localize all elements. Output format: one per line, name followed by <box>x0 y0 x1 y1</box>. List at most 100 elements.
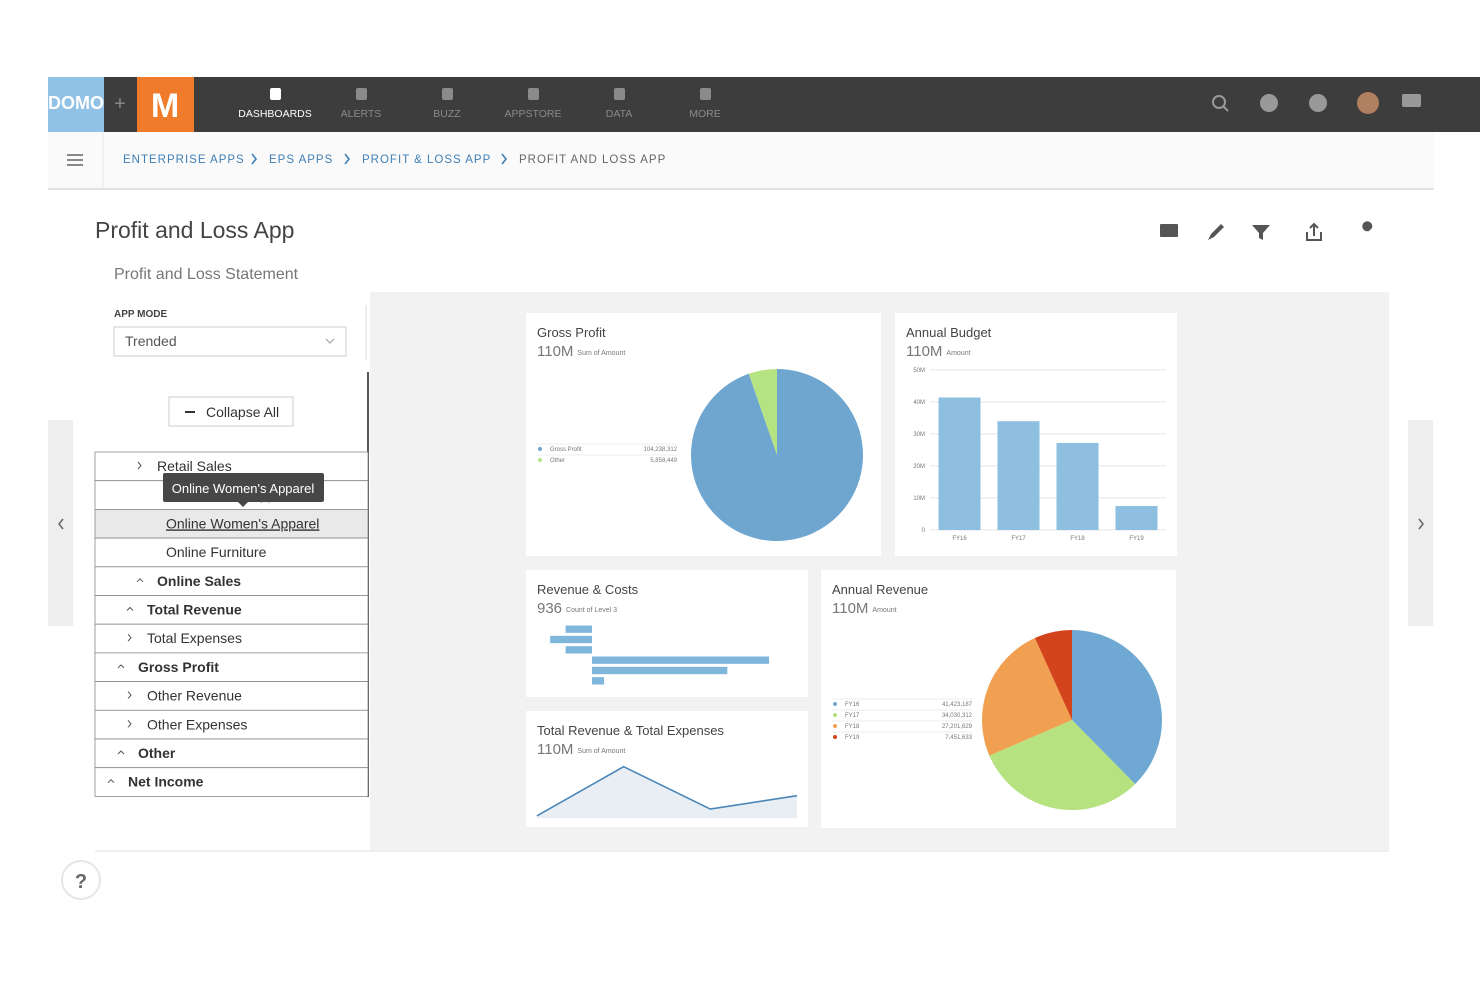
breadcrumb: PROFIT AND LOSS APP <box>519 154 666 166</box>
nav-item[interactable]: MORE <box>689 108 721 120</box>
tree-row[interactable] <box>94 623 369 654</box>
y-tick-label: 50M <box>913 368 925 374</box>
bar[interactable] <box>592 656 770 664</box>
tree-row[interactable] <box>94 595 369 625</box>
bar[interactable] <box>1056 442 1099 530</box>
settings-button[interactable] <box>1360 221 1373 240</box>
tree-row[interactable] <box>94 537 369 568</box>
expand-icon[interactable] <box>127 633 132 642</box>
card-summary: 110M <box>832 600 868 617</box>
nav-icon[interactable] <box>700 88 711 100</box>
nav-icon[interactable] <box>528 88 539 100</box>
comment-button[interactable] <box>1160 224 1178 237</box>
bar[interactable] <box>997 421 1040 530</box>
bar[interactable] <box>550 635 592 644</box>
nav-icon[interactable] <box>614 88 625 100</box>
menu-icon[interactable] <box>67 154 83 166</box>
nav-icon[interactable] <box>270 88 281 100</box>
tree-label[interactable]: Retail Sales <box>157 458 232 474</box>
collapse-icon[interactable] <box>107 778 115 784</box>
y-tick-label: 40M <box>913 400 925 406</box>
nav-icon[interactable] <box>356 88 367 100</box>
search-icon-handle <box>1222 105 1229 112</box>
breadcrumb[interactable]: ENTERPRISE APPS <box>123 154 245 166</box>
tree-label[interactable]: Other Expenses <box>147 716 247 732</box>
bar[interactable] <box>1115 506 1158 530</box>
tree-label[interactable]: Online Women's Apparel <box>166 515 319 531</box>
add-icon[interactable] <box>1260 94 1278 112</box>
card-summary-label: Amount <box>872 607 896 614</box>
tree-row[interactable] <box>94 738 369 769</box>
nav-item[interactable]: ALERTS <box>341 108 382 120</box>
collapse-icon[interactable] <box>117 750 125 755</box>
tree-row[interactable] <box>94 681 369 711</box>
card-title: Annual Budget <box>906 325 992 340</box>
bar[interactable] <box>565 646 592 654</box>
tree-label[interactable]: Online Sales <box>157 573 241 589</box>
search-icon[interactable] <box>1212 95 1226 109</box>
expand-icon[interactable] <box>127 691 132 699</box>
breadcrumb[interactable]: EPS APPS <box>269 154 333 166</box>
nav-icon[interactable] <box>442 88 453 100</box>
tree-row[interactable] <box>94 508 369 539</box>
pie-slice[interactable] <box>1034 630 1072 720</box>
logo[interactable]: DOMO <box>48 93 104 113</box>
expand-icon[interactable] <box>127 719 132 728</box>
next-panel[interactable] <box>1408 420 1433 626</box>
tree-label[interactable]: Online Furniture <box>166 544 267 560</box>
collapse-icon[interactable] <box>117 664 125 669</box>
tree-label[interactable]: Total Revenue <box>147 602 242 618</box>
nav-item[interactable]: DASHBOARDS <box>238 108 312 120</box>
legend-value: 27,201,629 <box>942 724 973 730</box>
avatar[interactable] <box>1357 92 1379 114</box>
tree-label[interactable]: Other <box>138 745 176 761</box>
tree-row[interactable] <box>94 709 369 740</box>
help-label[interactable]: ? <box>75 871 87 893</box>
tree-label[interactable]: Total Expenses <box>147 630 242 646</box>
tree-row[interactable] <box>94 767 369 797</box>
y-tick-label: 30M <box>913 432 925 438</box>
legend-dot <box>538 458 542 462</box>
legend-dot <box>833 713 837 717</box>
breadcrumb-bar <box>48 132 1434 189</box>
collapse-icon[interactable] <box>126 606 134 611</box>
brand[interactable]: M <box>151 87 179 125</box>
bar[interactable] <box>592 666 728 675</box>
app-mode-value[interactable]: Trended <box>125 333 177 349</box>
filter-button[interactable] <box>1252 225 1270 240</box>
navbar <box>48 77 1480 132</box>
chat-icon[interactable] <box>1402 94 1421 107</box>
share-button[interactable] <box>1306 222 1322 241</box>
bar[interactable] <box>565 625 592 633</box>
tree-label[interactable]: Net Income <box>128 774 204 790</box>
card[interactable] <box>526 570 808 697</box>
tree-label[interactable]: Other Revenue <box>147 688 242 704</box>
collapse-icon[interactable] <box>136 578 144 583</box>
tree-row[interactable] <box>94 652 369 683</box>
nav-item[interactable]: APPSTORE <box>505 108 562 120</box>
pie-slice[interactable] <box>989 720 1136 810</box>
breadcrumb-separator <box>251 153 258 165</box>
collapse-label[interactable]: Collapse All <box>206 404 279 420</box>
legend-label: FY16 <box>845 702 860 708</box>
pie-slice[interactable] <box>1072 630 1163 785</box>
bar[interactable] <box>938 397 981 530</box>
card-summary-label: Amount <box>946 350 970 357</box>
edit-button[interactable] <box>1208 224 1224 240</box>
logo-bg[interactable] <box>48 77 104 132</box>
nav-item[interactable]: BUZZ <box>433 108 461 120</box>
breadcrumb[interactable]: PROFIT & LOSS APP <box>362 154 491 166</box>
nav-item[interactable]: DATA <box>606 108 632 120</box>
tooltip-pointer <box>238 502 248 507</box>
expand-icon[interactable] <box>137 461 142 470</box>
help-icon[interactable] <box>1309 94 1327 112</box>
brand-bg[interactable] <box>137 77 194 132</box>
tree-label[interactable]: Gross Profit <box>138 659 219 675</box>
bar[interactable] <box>592 677 605 685</box>
tree-row[interactable] <box>94 566 369 596</box>
line[interactable] <box>536 765 798 817</box>
app-mode-select[interactable] <box>113 326 347 357</box>
help-button[interactable] <box>61 860 101 900</box>
pie-slice[interactable] <box>748 369 777 455</box>
pie-slice[interactable] <box>982 638 1072 756</box>
